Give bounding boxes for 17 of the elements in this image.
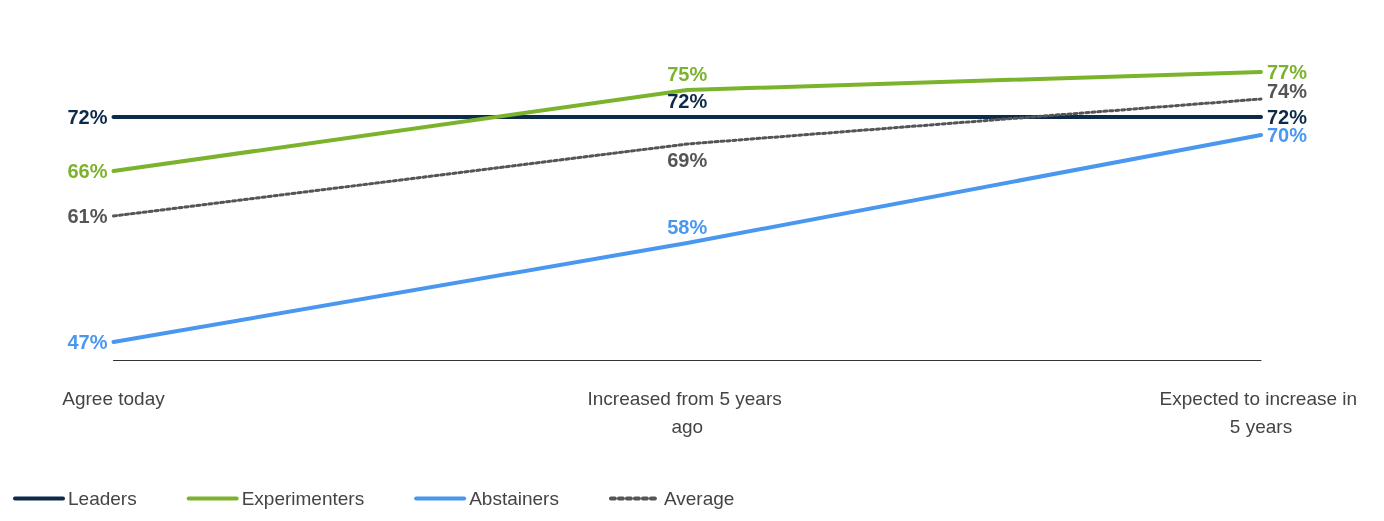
legend-label: Abstainers bbox=[469, 488, 559, 509]
data-label: 72% bbox=[667, 90, 708, 112]
data-label: 69% bbox=[667, 149, 708, 171]
legend-label: Average bbox=[663, 488, 735, 509]
data-label: 58% bbox=[667, 216, 708, 238]
data-label: 47% bbox=[67, 331, 108, 353]
data-label: 72% bbox=[67, 106, 108, 128]
x-tick-label: Expected to increase in 5 years bbox=[1159, 387, 1363, 437]
legend-label: Leaders bbox=[68, 488, 137, 509]
legend-label: Experimenters bbox=[241, 488, 365, 509]
data-label: 61% bbox=[67, 205, 108, 227]
x-tick-label: Increased from 5 years ago bbox=[587, 387, 788, 437]
data-label: 74% bbox=[1267, 80, 1308, 102]
x-tick-label: Agree today bbox=[62, 387, 166, 409]
data-label: 77% bbox=[1267, 61, 1308, 83]
data-label: 66% bbox=[67, 160, 108, 182]
data-label: 75% bbox=[667, 63, 708, 85]
